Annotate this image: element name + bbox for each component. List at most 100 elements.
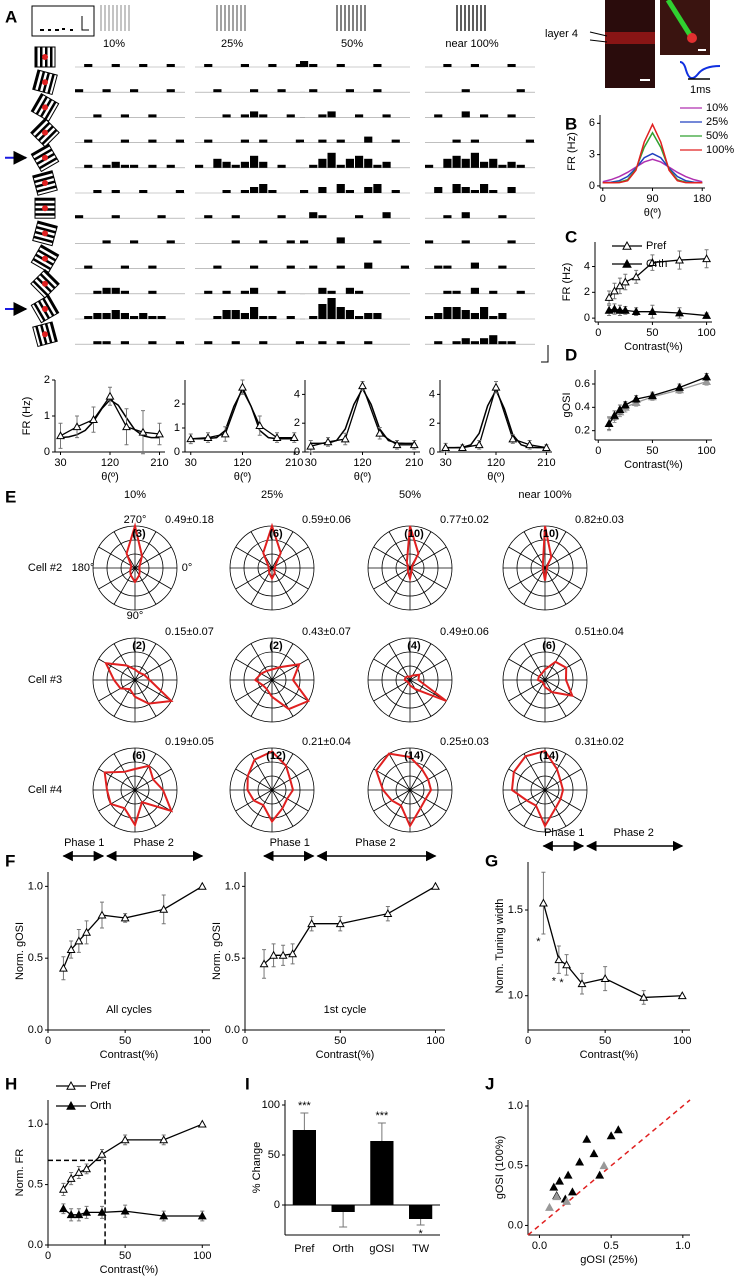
grating <box>336 5 368 31</box>
x-tick-label: 0.0 <box>532 1240 547 1252</box>
marker <box>675 382 684 391</box>
osi-label: 0.49±0.18 <box>165 514 214 526</box>
psth-bar <box>295 341 304 345</box>
marker <box>278 950 288 959</box>
psth-bar <box>480 184 489 193</box>
panel-label: B <box>565 114 577 133</box>
marker <box>72 422 82 431</box>
significance: *** <box>298 1100 312 1112</box>
annotation: layer 4 <box>545 28 578 40</box>
psth-bar <box>382 212 391 219</box>
marker <box>66 1173 76 1182</box>
angle-label: 180° <box>72 562 95 574</box>
legend-marker <box>622 240 632 250</box>
psth-bar <box>300 61 309 67</box>
psth-bar <box>222 114 231 118</box>
psth-bar <box>84 64 93 67</box>
psth-bar <box>111 215 120 219</box>
polar-spoke <box>271 531 294 569</box>
marker <box>323 437 333 446</box>
psth-bar <box>204 341 213 345</box>
polar-spoke <box>409 643 432 681</box>
panel-label: D <box>565 345 577 364</box>
series-line <box>602 131 703 184</box>
y-axis-label: FR (Hz) <box>21 397 33 436</box>
psth-bar <box>516 89 525 93</box>
psth-bar <box>480 307 489 319</box>
column-title: 50% <box>399 489 421 501</box>
series-line <box>62 1123 203 1190</box>
psth-bar <box>120 164 129 168</box>
marker <box>549 1182 559 1191</box>
x-tick-label: 30 <box>185 457 197 469</box>
psth-bar <box>120 114 129 118</box>
psth-bar <box>222 290 231 294</box>
psth-bar <box>166 64 175 67</box>
psth-bar <box>434 341 443 345</box>
psth-bar <box>204 139 213 143</box>
marker <box>647 391 657 400</box>
x-axis-label: θ(º) <box>101 471 118 483</box>
psth-bar <box>195 164 204 168</box>
marker <box>409 440 419 449</box>
psth-bar <box>166 89 175 93</box>
marker <box>610 304 619 313</box>
psth-bar <box>259 114 268 118</box>
rmax-label: (14) <box>539 750 559 762</box>
panel-label: F <box>5 851 15 870</box>
psth-bar <box>489 316 498 319</box>
psth-bar <box>213 265 222 269</box>
psth-bar <box>355 114 364 118</box>
psth-bar <box>443 290 452 294</box>
polar-spoke <box>134 643 157 681</box>
psth-bar <box>391 190 400 193</box>
marker <box>615 305 625 314</box>
psth-bar <box>286 240 295 244</box>
grating <box>98 5 130 31</box>
polar-spoke <box>544 658 582 681</box>
marker <box>675 255 684 264</box>
marker <box>620 277 630 286</box>
psth-bar <box>373 64 382 67</box>
polar-spoke <box>508 546 546 569</box>
psth-bar <box>345 89 354 93</box>
psth-bar <box>102 341 111 345</box>
polar-spoke <box>373 658 411 681</box>
y-axis-label: FR (Hz) <box>561 263 573 302</box>
stimulus-dot <box>42 129 48 136</box>
marker <box>203 432 213 441</box>
psth-bar <box>498 341 507 345</box>
marker <box>615 405 625 414</box>
psth-bar <box>470 313 479 319</box>
psth-bar <box>336 237 345 244</box>
rmax-label: (6) <box>132 750 146 762</box>
y-tick-label: 0.4 <box>575 401 590 413</box>
psth-bar <box>452 290 461 294</box>
x-tick-label: 50 <box>119 1250 131 1262</box>
psth-bar <box>231 310 240 319</box>
psth-bar <box>498 265 507 269</box>
polar-spoke <box>544 546 582 569</box>
psth-bar <box>345 158 354 168</box>
psth-bar <box>93 190 102 193</box>
psth-bar <box>470 262 479 269</box>
psth-bar <box>309 64 318 67</box>
y-tick-label: 1.0 <box>508 990 523 1002</box>
marker <box>97 1207 107 1216</box>
psth-bar <box>102 164 111 168</box>
psth-bar <box>175 139 184 143</box>
y-tick-label: 0.5 <box>28 952 43 964</box>
marker <box>631 394 641 403</box>
y-tick-label: 2 <box>174 398 180 410</box>
panel-label: E <box>5 487 16 506</box>
marker <box>238 382 247 391</box>
psth-bar <box>222 190 231 193</box>
psth-bar <box>213 89 222 93</box>
marker <box>441 443 451 452</box>
polar-spoke <box>113 567 136 605</box>
y-tick-label: 1 <box>174 422 180 434</box>
contrast-key <box>31 5 95 37</box>
psth-bar <box>480 161 489 168</box>
psth-bar <box>364 136 373 143</box>
reference-line <box>48 1159 106 1245</box>
